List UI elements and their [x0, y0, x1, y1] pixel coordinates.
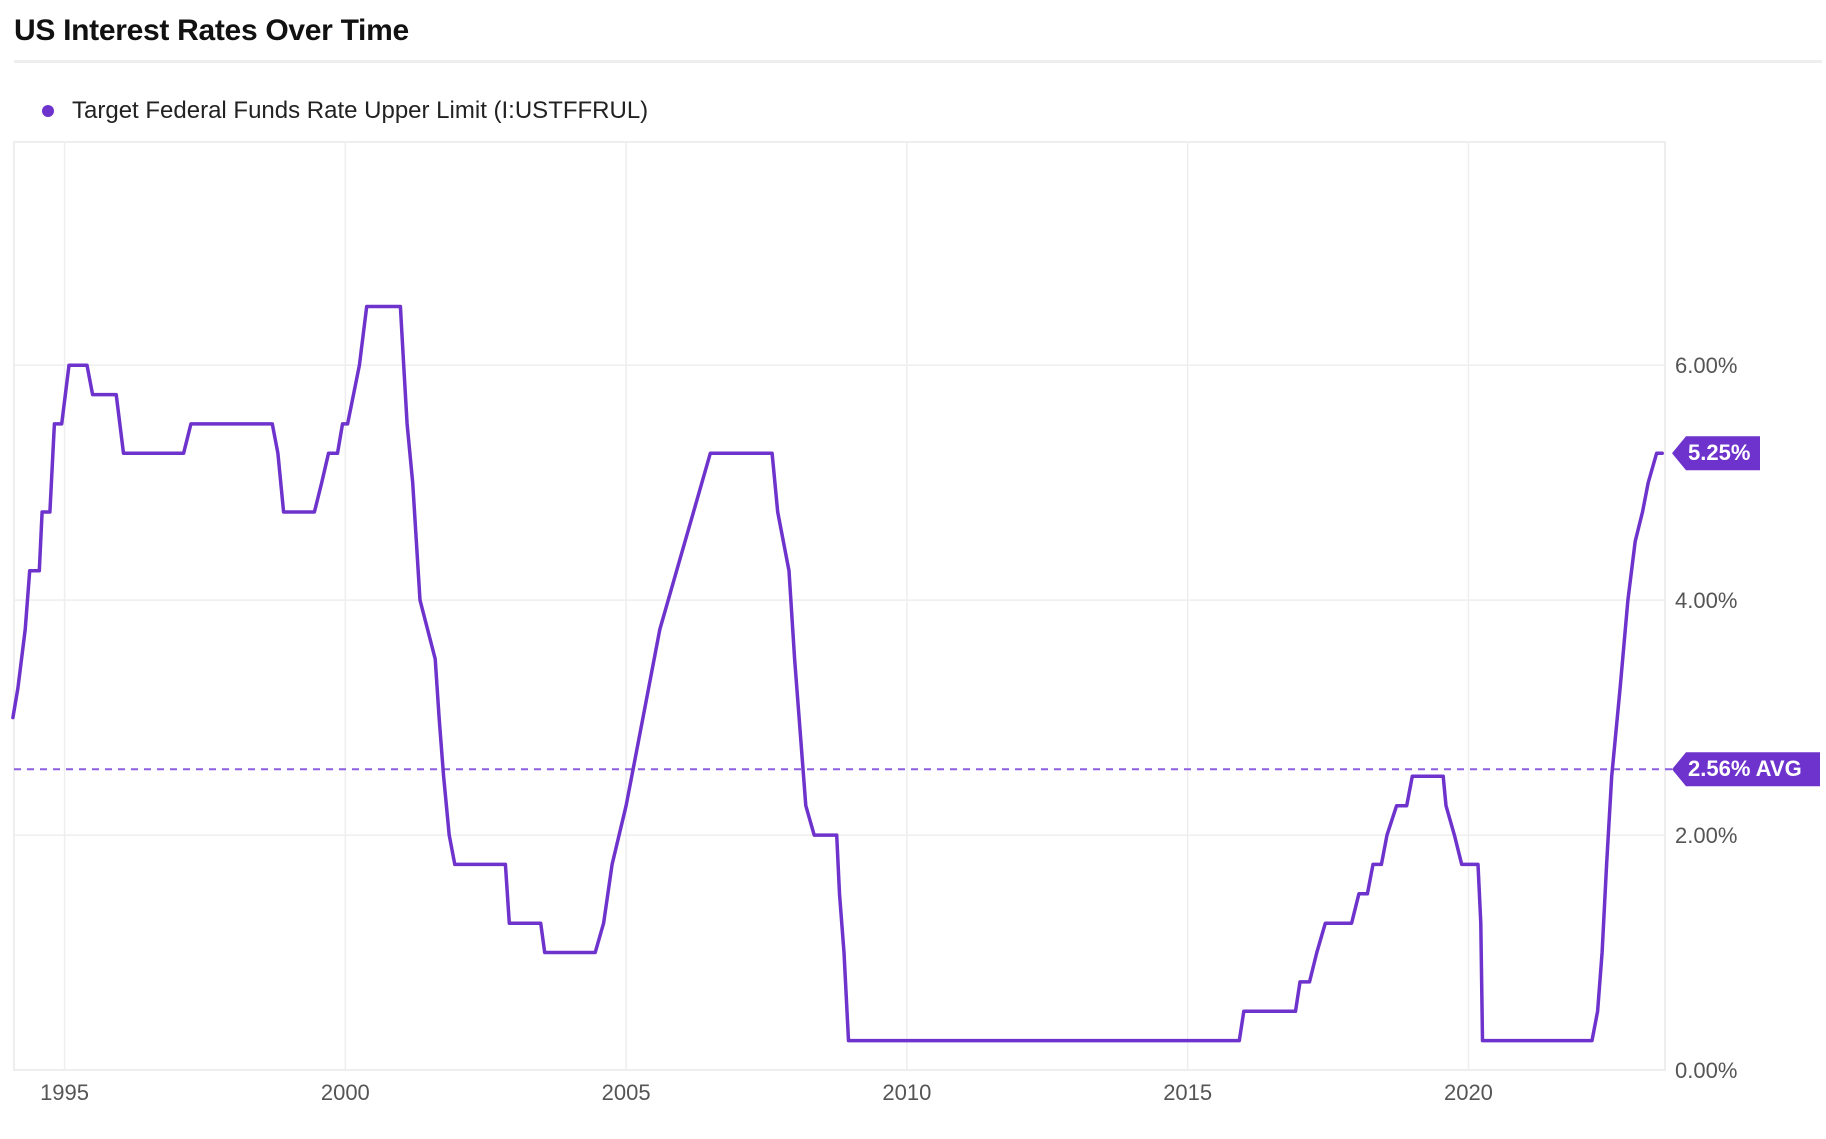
y-tick-label: 2.00% — [1675, 823, 1737, 848]
y-tick-label: 0.00% — [1675, 1058, 1737, 1083]
x-tick-label: 2020 — [1444, 1080, 1493, 1105]
x-tick-label: 2000 — [321, 1080, 370, 1105]
x-tick-label: 2010 — [882, 1080, 931, 1105]
y-tick-label: 4.00% — [1675, 588, 1737, 613]
chart-title: US Interest Rates Over Time — [14, 14, 409, 47]
current-value-badge-text: 5.25% — [1688, 440, 1750, 465]
legend-dot-icon — [42, 105, 54, 117]
plot-frame — [13, 141, 1666, 1071]
x-tick-label: 1995 — [40, 1080, 89, 1105]
chart-legend[interactable]: Target Federal Funds Rate Upper Limit (I… — [42, 97, 648, 125]
x-tick-label: 2005 — [602, 1080, 651, 1105]
x-tick-label: 2015 — [1163, 1080, 1212, 1105]
current-value-badge — [1672, 436, 1760, 471]
average-value-badge — [1672, 752, 1820, 787]
title-divider — [14, 60, 1822, 63]
rate-series-line — [11, 304, 1664, 1043]
legend-label: Target Federal Funds Rate Upper Limit (I… — [72, 97, 649, 124]
average-value-badge-text: 2.56% AVG — [1688, 756, 1802, 781]
y-tick-label: 6.00% — [1675, 353, 1737, 378]
